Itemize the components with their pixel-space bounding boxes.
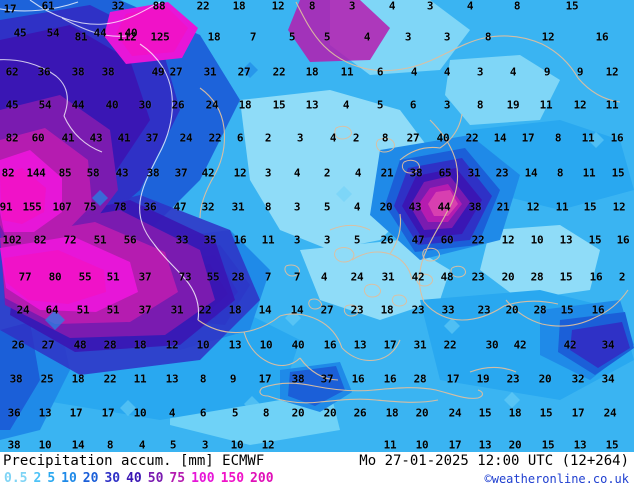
coastline-layer — [0, 0, 629, 404]
legend-tick-150: 150 — [220, 471, 245, 486]
legend-tick-10: 10 — [61, 471, 77, 486]
legend-tick-2: 2 — [33, 471, 42, 486]
legend-tick-100: 100 — [191, 471, 215, 486]
legend-tick-20: 20 — [82, 471, 99, 486]
legend-scale[interactable]: 0.5 2 5 10 20 30 40 50 75 100 150 200 — [4, 471, 274, 486]
map-footer: Precipitation accum. [mm] ECMWF Mo 27-01… — [0, 452, 634, 490]
legend-tick-40: 40 — [126, 471, 142, 486]
legend-tick-30: 30 — [104, 471, 121, 486]
copyright-credit: ©weatheronline.co.uk — [484, 472, 630, 486]
precipitation-field — [0, 0, 634, 452]
legend-tick-75: 75 — [169, 471, 186, 486]
grid-texture — [120, 132, 604, 416]
valid-time-stamp: Mo 27-01-2025 12:00 UTC (12+264) — [359, 453, 629, 469]
legend-tick-5: 5 — [47, 471, 56, 486]
legend-tick-0.5: 0.5 — [4, 471, 28, 486]
legend-tick-50: 50 — [147, 471, 164, 486]
page-title: Precipitation accum. [mm] ECMWF — [3, 453, 265, 469]
legend-tick-200: 200 — [250, 471, 274, 486]
precipitation-map[interactable]: 17 61 81 32 112 125 88 22 18 18 7 12 5 8 5 3 4 4 3 3 3 4 8 8 12 1… — [0, 0, 634, 452]
field-bands — [0, 0, 634, 452]
